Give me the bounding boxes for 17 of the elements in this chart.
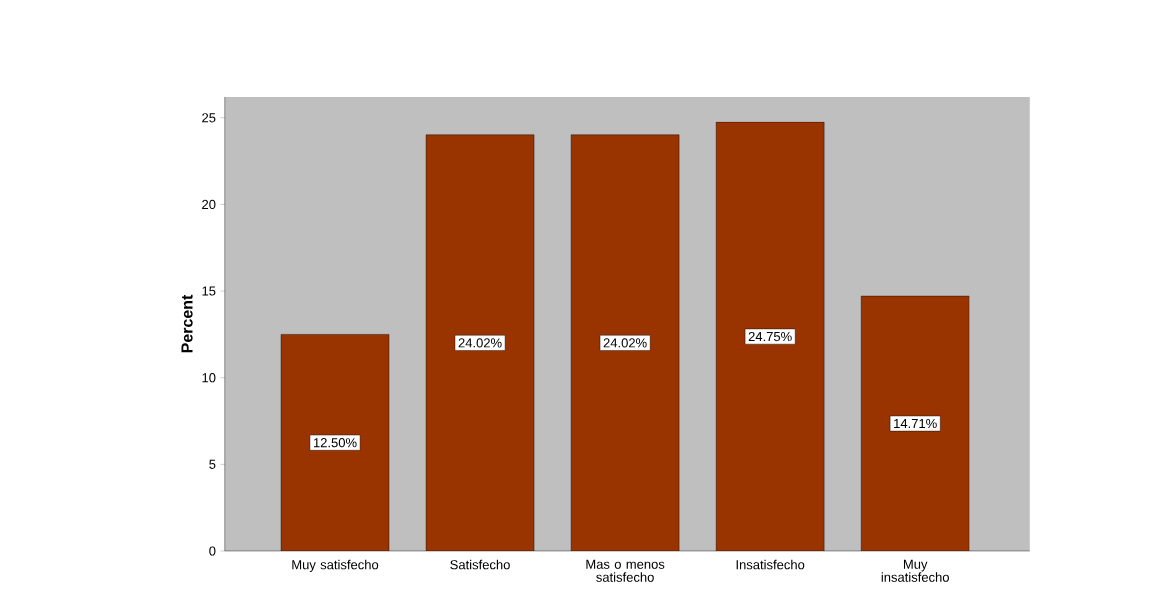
x-tick-label: Muy insatisfecho: [881, 559, 949, 582]
y-tick-label: 25: [202, 113, 216, 123]
data-label: 12.50%: [313, 438, 357, 448]
x-tick-label: Mas o menos satisfecho: [586, 559, 665, 582]
data-label: 24.75%: [748, 331, 792, 342]
data-label: 24.02%: [458, 338, 502, 348]
y-tick-label: 20: [202, 199, 216, 210]
data-label: 24.02%: [603, 338, 647, 348]
y-axis-title: Percent: [181, 294, 193, 353]
y-tick-label: 10: [202, 373, 216, 383]
x-tick-label: Insatisfecho: [736, 559, 805, 570]
y-tick-label: 0: [209, 546, 216, 556]
x-tick-label: Muy satisfecho: [292, 559, 379, 572]
y-tick-label: 5: [209, 459, 216, 469]
y-tick-label: 15: [202, 286, 216, 296]
data-label: 14.71%: [894, 418, 937, 429]
x-tick-label: Satisfecho: [450, 559, 510, 570]
